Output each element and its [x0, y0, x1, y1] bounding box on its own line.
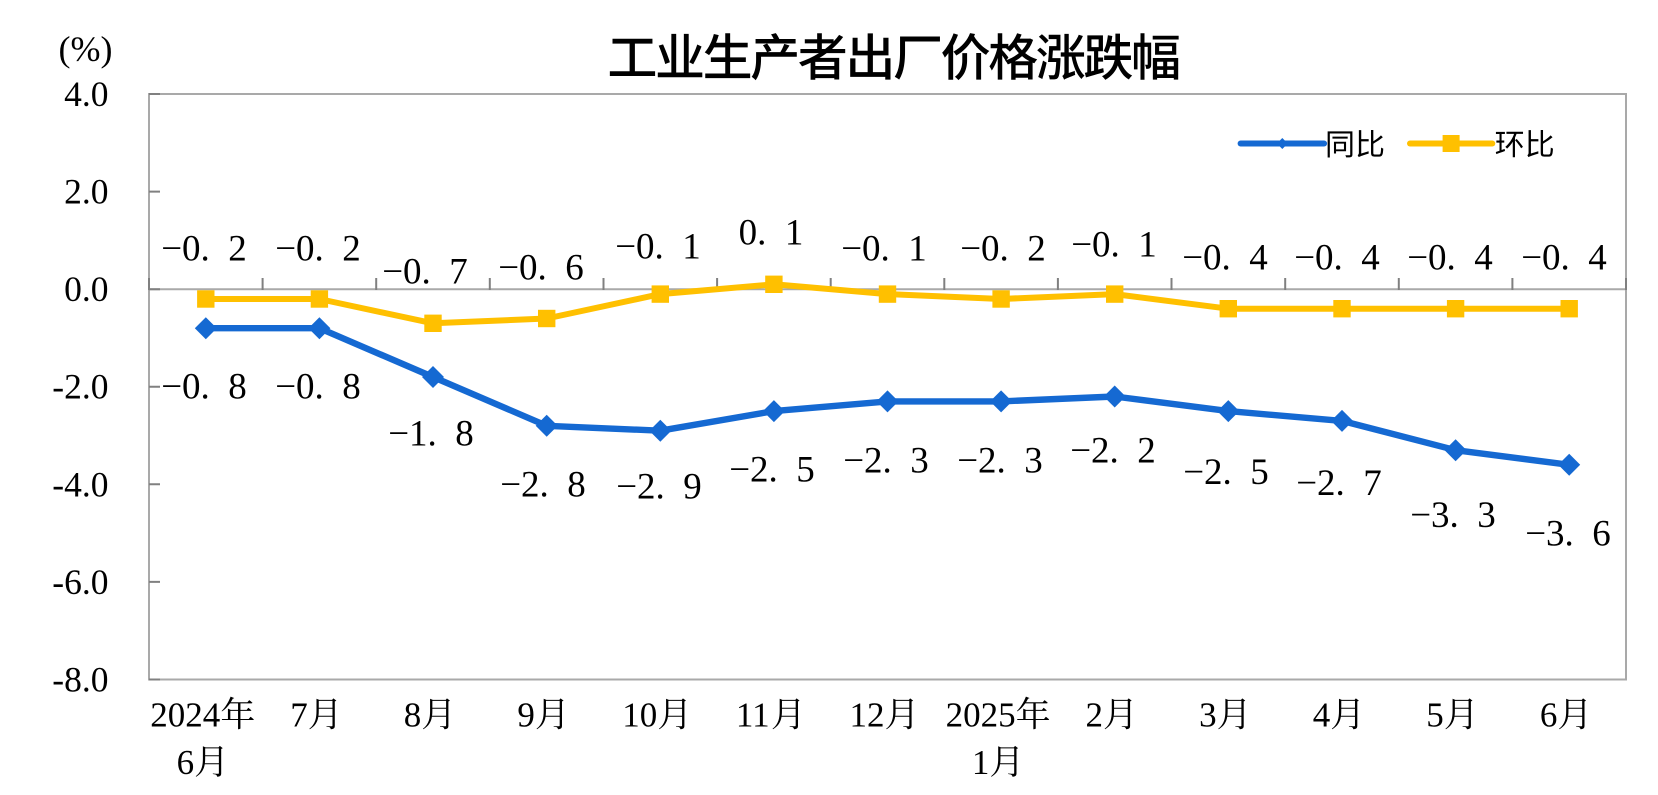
svg-text:−0. 6: −0. 6 [498, 248, 584, 289]
svg-text:−2. 7: −2. 7 [1296, 463, 1382, 504]
svg-text:9: 9 [517, 696, 535, 735]
svg-text:−0. 1: −0. 1 [841, 229, 927, 270]
svg-text:−2. 5: −2. 5 [1183, 452, 1269, 493]
svg-text:5: 5 [1426, 696, 1444, 735]
svg-text:0. 1: 0. 1 [739, 213, 804, 254]
svg-text:(%): (%) [59, 29, 113, 69]
svg-text:-4.0: -4.0 [52, 464, 108, 504]
svg-text:4.0: 4.0 [64, 74, 108, 114]
svg-text:1: 1 [972, 743, 990, 782]
svg-text:4: 4 [1313, 696, 1331, 735]
svg-text:0.0: 0.0 [64, 269, 108, 309]
svg-text:6: 6 [1540, 696, 1558, 735]
svg-text:−0. 4: −0. 4 [1294, 238, 1380, 279]
svg-text:−0. 4: −0. 4 [1521, 238, 1607, 279]
svg-text:-2.0: -2.0 [52, 367, 108, 407]
svg-text:−0. 4: −0. 4 [1407, 238, 1493, 279]
svg-text:2.0: 2.0 [64, 172, 108, 212]
svg-text:−0. 2: −0. 2 [275, 229, 361, 270]
svg-text:−3. 6: −3. 6 [1525, 514, 1611, 555]
svg-text:−0. 1: −0. 1 [1071, 225, 1157, 266]
svg-text:−0. 7: −0. 7 [382, 252, 468, 293]
svg-text:−2. 3: −2. 3 [957, 441, 1043, 482]
svg-text:10: 10 [622, 696, 657, 735]
svg-text:−0. 2: −0. 2 [161, 229, 247, 270]
svg-text:−0. 1: −0. 1 [615, 227, 701, 268]
svg-text:8: 8 [404, 696, 422, 735]
svg-text:−0. 8: −0. 8 [161, 367, 247, 408]
svg-text:-6.0: -6.0 [52, 562, 108, 602]
svg-text:−3. 3: −3. 3 [1410, 495, 1496, 536]
svg-text:11: 11 [736, 696, 770, 735]
svg-text:2025: 2025 [946, 696, 1016, 735]
svg-text:-8.0: -8.0 [52, 660, 108, 700]
svg-text:−2. 2: −2. 2 [1070, 431, 1156, 472]
svg-text:−0. 8: −0. 8 [275, 367, 361, 408]
svg-text:−2. 3: −2. 3 [843, 441, 929, 482]
svg-text:−1. 8: −1. 8 [388, 414, 474, 455]
svg-text:6: 6 [177, 743, 195, 782]
svg-text:2024: 2024 [150, 696, 220, 735]
svg-text:3: 3 [1199, 696, 1217, 735]
svg-text:−2. 9: −2. 9 [616, 467, 702, 508]
svg-text:−2. 5: −2. 5 [729, 450, 815, 491]
svg-text:−0. 4: −0. 4 [1182, 238, 1268, 279]
svg-text:2: 2 [1086, 696, 1104, 735]
svg-text:12: 12 [850, 696, 885, 735]
svg-text:−2. 8: −2. 8 [500, 465, 586, 506]
svg-text:7: 7 [290, 696, 308, 735]
svg-text:−0. 2: −0. 2 [960, 229, 1046, 270]
